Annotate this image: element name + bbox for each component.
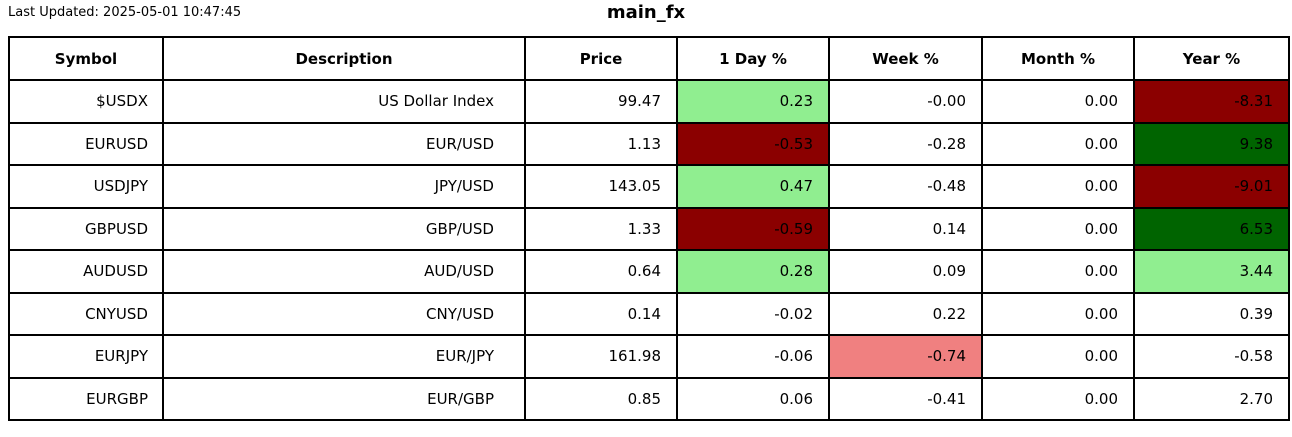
header-day-pct: 1 Day % <box>676 36 830 81</box>
cell-day-pct: 0.06 <box>676 376 830 421</box>
cell-description: JPY/USD <box>162 164 526 209</box>
cell-week-pct: -0.48 <box>828 164 983 209</box>
cell-year-pct: 6.53 <box>1133 206 1290 251</box>
cell-price: 0.14 <box>524 291 678 336</box>
cell-price: 1.33 <box>524 206 678 251</box>
cell-price: 161.98 <box>524 334 678 379</box>
last-updated-text: Last Updated: 2025-05-01 10:47:45 <box>8 5 242 20</box>
cell-week-pct: 0.22 <box>828 291 983 336</box>
cell-year-pct: 2.70 <box>1133 376 1290 421</box>
cell-price: 143.05 <box>524 164 678 209</box>
cell-symbol: EURGBP <box>8 376 164 421</box>
cell-symbol: EURUSD <box>8 121 164 166</box>
cell-day-pct: -0.02 <box>676 291 830 336</box>
cell-price: 0.64 <box>524 249 678 294</box>
header-symbol: Symbol <box>8 36 164 81</box>
cell-price: 1.13 <box>524 121 678 166</box>
cell-day-pct: 0.23 <box>676 79 830 124</box>
fx-quotes-table: Symbol Description Price 1 Day % Week % … <box>8 36 1290 421</box>
cell-description: EUR/GBP <box>162 376 526 421</box>
header-description: Description <box>162 36 526 81</box>
cell-description: EUR/USD <box>162 121 526 166</box>
table-row: EURUSD EUR/USD 1.13 -0.53 -0.28 0.00 9.38 <box>8 121 1290 166</box>
table-row: $USDX US Dollar Index 99.47 0.23 -0.00 0.00 -8… <box>8 79 1290 124</box>
cell-month-pct: 0.00 <box>981 334 1135 379</box>
table-row: AUDUSD AUD/USD 0.64 0.28 0.09 0.00 3.44 <box>8 249 1290 294</box>
cell-symbol: AUDUSD <box>8 249 164 294</box>
cell-year-pct: -0.58 <box>1133 334 1290 379</box>
table-row: GBPUSD GBP/USD 1.33 -0.59 0.14 0.00 6.53 <box>8 206 1290 251</box>
table-header: Symbol Description Price 1 Day % Week % … <box>8 36 1290 81</box>
cell-description: EUR/JPY <box>162 334 526 379</box>
cell-day-pct: -0.06 <box>676 334 830 379</box>
cell-week-pct: -0.28 <box>828 121 983 166</box>
table-row: USDJPY JPY/USD 143.05 0.47 -0.48 0.00 -9.01 <box>8 164 1290 209</box>
cell-description: CNY/USD <box>162 291 526 336</box>
cell-week-pct: -0.00 <box>828 79 983 124</box>
cell-month-pct: 0.00 <box>981 376 1135 421</box>
cell-price: 99.47 <box>524 79 678 124</box>
table-row: EURGBP EUR/GBP 0.85 0.06 -0.41 0.00 2.70 <box>8 376 1290 421</box>
cell-month-pct: 0.00 <box>981 206 1135 251</box>
cell-description: GBP/USD <box>162 206 526 251</box>
cell-day-pct: 0.47 <box>676 164 830 209</box>
cell-year-pct: -9.01 <box>1133 164 1290 209</box>
cell-week-pct: -0.74 <box>828 334 983 379</box>
header-week-pct: Week % <box>828 36 983 81</box>
header-year-pct: Year % <box>1133 36 1290 81</box>
cell-month-pct: 0.00 <box>981 164 1135 209</box>
cell-symbol: $USDX <box>8 79 164 124</box>
cell-symbol: EURJPY <box>8 334 164 379</box>
cell-year-pct: -8.31 <box>1133 79 1290 124</box>
header-row: Symbol Description Price 1 Day % Week % … <box>8 36 1290 81</box>
cell-description: AUD/USD <box>162 249 526 294</box>
cell-description: US Dollar Index <box>162 79 526 124</box>
cell-month-pct: 0.00 <box>981 121 1135 166</box>
page-title: main_fx <box>606 2 686 23</box>
cell-year-pct: 0.39 <box>1133 291 1290 336</box>
cell-symbol: GBPUSD <box>8 206 164 251</box>
cell-month-pct: 0.00 <box>981 79 1135 124</box>
header-price: Price <box>524 36 678 81</box>
cell-symbol: USDJPY <box>8 164 164 209</box>
cell-day-pct: -0.59 <box>676 206 830 251</box>
cell-day-pct: 0.28 <box>676 249 830 294</box>
cell-year-pct: 3.44 <box>1133 249 1290 294</box>
cell-year-pct: 9.38 <box>1133 121 1290 166</box>
header-month-pct: Month % <box>981 36 1135 81</box>
cell-day-pct: -0.53 <box>676 121 830 166</box>
cell-week-pct: 0.14 <box>828 206 983 251</box>
table-row: EURJPY EUR/JPY 161.98 -0.06 -0.74 0.00 -0.58 <box>8 334 1290 379</box>
cell-month-pct: 0.00 <box>981 249 1135 294</box>
cell-symbol: CNYUSD <box>8 291 164 336</box>
cell-month-pct: 0.00 <box>981 291 1135 336</box>
cell-week-pct: -0.41 <box>828 376 983 421</box>
fx-table-body: $USDX US Dollar Index 99.47 0.23 -0.00 0.00 -8… <box>8 79 1290 421</box>
cell-week-pct: 0.09 <box>828 249 983 294</box>
table-row: CNYUSD CNY/USD 0.14 -0.02 0.22 0.00 0.39 <box>8 291 1290 336</box>
cell-price: 0.85 <box>524 376 678 421</box>
